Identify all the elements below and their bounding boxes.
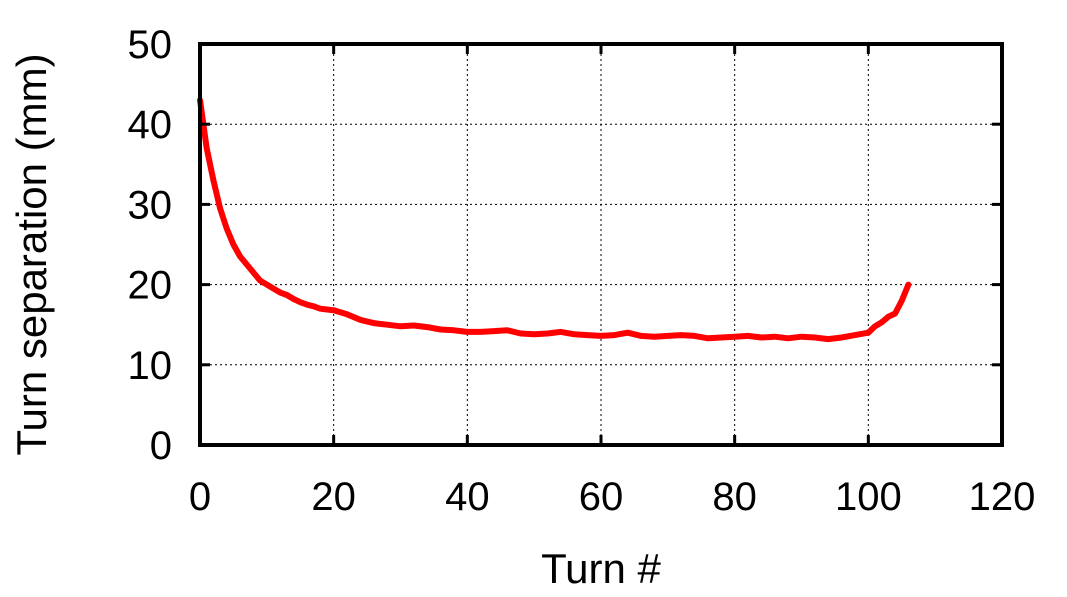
x-tick-label: 40: [445, 475, 490, 519]
x-tick-label: 80: [712, 475, 757, 519]
tick-marks: [198, 42, 1004, 447]
y-tick-label: 50: [128, 23, 173, 67]
y-tick-label: 0: [150, 424, 172, 468]
series-layer: [197, 97, 912, 343]
series-line: [197, 97, 912, 343]
x-tick-labels: 0 20 40 60 80 100 120: [189, 475, 1036, 519]
y-tick-label: 30: [128, 183, 173, 227]
x-tick-label: 20: [311, 475, 356, 519]
x-tick-label: 100: [835, 475, 902, 519]
x-tick-label: 0: [189, 475, 211, 519]
y-tick-label: 10: [128, 344, 173, 388]
y-tick-labels: 0 10 20 30 40 50: [128, 23, 173, 468]
grid-lines: [200, 44, 1002, 445]
y-axis-label: Turn separation (mm): [8, 53, 55, 455]
x-tick-label: 60: [579, 475, 624, 519]
x-tick-label: 120: [969, 475, 1036, 519]
y-tick-label: 20: [128, 264, 173, 308]
y-tick-label: 40: [128, 103, 173, 147]
x-axis-label: Turn #: [541, 545, 661, 592]
